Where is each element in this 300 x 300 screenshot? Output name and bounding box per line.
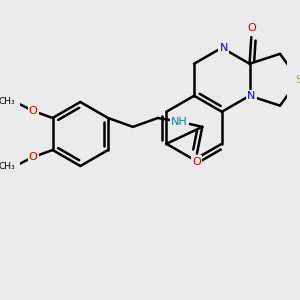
Text: O: O xyxy=(29,106,38,116)
Text: S: S xyxy=(295,75,300,85)
Text: N: N xyxy=(247,91,256,101)
Text: O: O xyxy=(29,152,38,162)
Text: O: O xyxy=(193,157,201,166)
Text: CH₃: CH₃ xyxy=(0,98,15,106)
Text: CH₃: CH₃ xyxy=(0,161,15,170)
Text: NH: NH xyxy=(171,116,188,127)
Text: N: N xyxy=(219,43,228,53)
Text: O: O xyxy=(247,23,256,33)
